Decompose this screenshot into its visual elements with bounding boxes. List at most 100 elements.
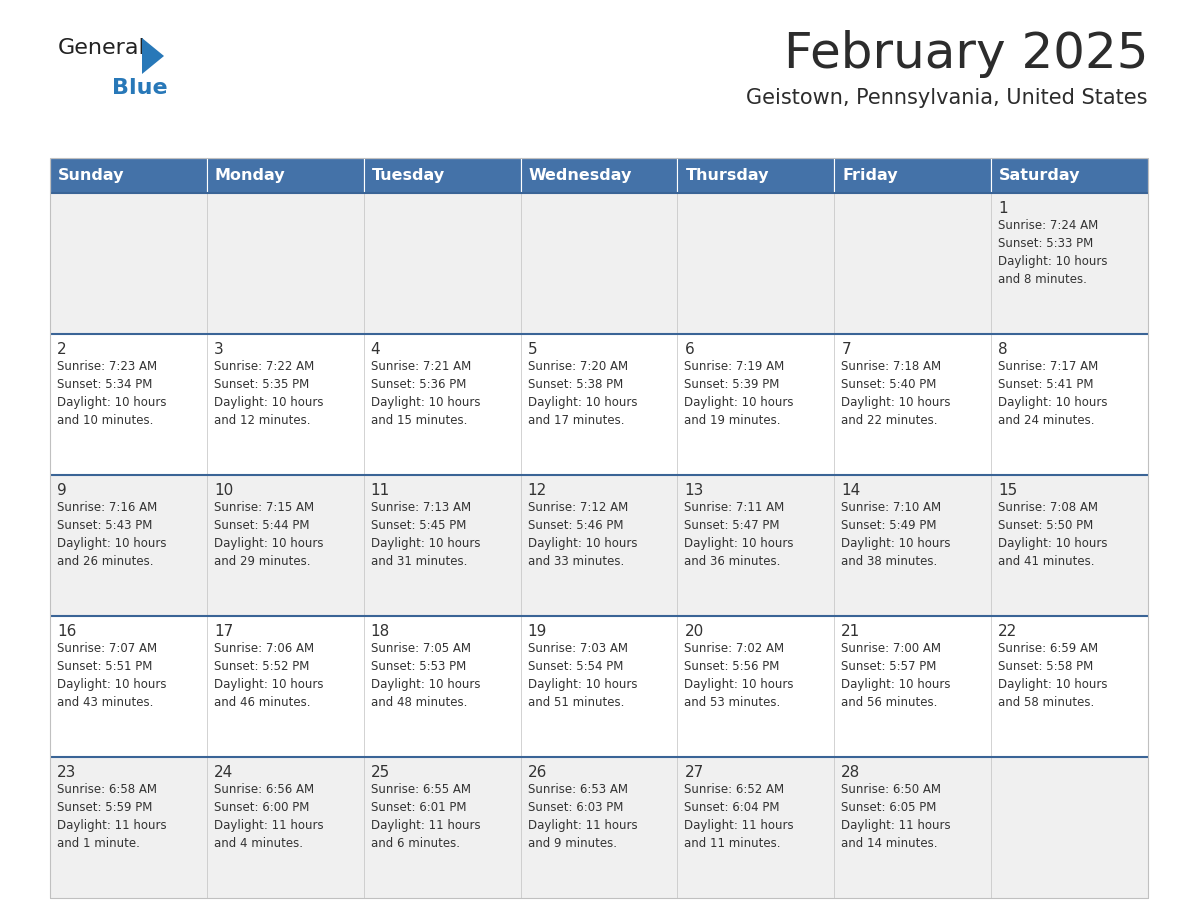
Text: Blue: Blue [112,78,168,98]
Bar [991,158,1148,193]
Text: 19: 19 [527,624,546,639]
Text: 26: 26 [527,765,546,780]
Text: Sunrise: 7:06 AM
Sunset: 5:52 PM
Daylight: 10 hours
and 46 minutes.: Sunrise: 7:06 AM Sunset: 5:52 PM Dayligh… [214,642,323,709]
Text: 2: 2 [57,342,67,357]
Bar [520,193,677,334]
Text: Sunrise: 7:24 AM
Sunset: 5:33 PM
Daylight: 10 hours
and 8 minutes.: Sunrise: 7:24 AM Sunset: 5:33 PM Dayligh… [998,219,1107,286]
Bar [834,193,991,334]
Bar [364,475,520,616]
Bar [50,475,207,616]
Text: Sunrise: 7:20 AM
Sunset: 5:38 PM
Daylight: 10 hours
and 17 minutes.: Sunrise: 7:20 AM Sunset: 5:38 PM Dayligh… [527,360,637,427]
Text: 4: 4 [371,342,380,357]
Text: 28: 28 [841,765,860,780]
Bar [520,158,677,193]
Bar [50,158,1148,898]
Text: Sunrise: 7:21 AM
Sunset: 5:36 PM
Daylight: 10 hours
and 15 minutes.: Sunrise: 7:21 AM Sunset: 5:36 PM Dayligh… [371,360,480,427]
Bar [834,475,991,616]
Text: 27: 27 [684,765,703,780]
Text: Sunrise: 7:13 AM
Sunset: 5:45 PM
Daylight: 10 hours
and 31 minutes.: Sunrise: 7:13 AM Sunset: 5:45 PM Dayligh… [371,501,480,568]
Bar [834,616,991,757]
Bar [50,193,207,334]
Text: 7: 7 [841,342,851,357]
Text: 17: 17 [214,624,233,639]
Bar [991,757,1148,898]
Text: Tuesday: Tuesday [372,168,444,183]
Bar [520,475,677,616]
Bar [520,334,677,475]
Text: 13: 13 [684,483,703,498]
Text: 10: 10 [214,483,233,498]
Bar [991,193,1148,334]
Bar [207,193,364,334]
Text: Sunrise: 7:15 AM
Sunset: 5:44 PM
Daylight: 10 hours
and 29 minutes.: Sunrise: 7:15 AM Sunset: 5:44 PM Dayligh… [214,501,323,568]
Text: Sunrise: 7:05 AM
Sunset: 5:53 PM
Daylight: 10 hours
and 48 minutes.: Sunrise: 7:05 AM Sunset: 5:53 PM Dayligh… [371,642,480,709]
Bar [677,616,834,757]
Text: Sunrise: 6:53 AM
Sunset: 6:03 PM
Daylight: 11 hours
and 9 minutes.: Sunrise: 6:53 AM Sunset: 6:03 PM Dayligh… [527,783,637,850]
Text: 1: 1 [998,201,1007,216]
Bar [364,757,520,898]
Text: Sunrise: 7:00 AM
Sunset: 5:57 PM
Daylight: 10 hours
and 56 minutes.: Sunrise: 7:00 AM Sunset: 5:57 PM Dayligh… [841,642,950,709]
Text: Thursday: Thursday [685,168,769,183]
Text: 14: 14 [841,483,860,498]
Bar [834,158,991,193]
Text: Sunrise: 7:17 AM
Sunset: 5:41 PM
Daylight: 10 hours
and 24 minutes.: Sunrise: 7:17 AM Sunset: 5:41 PM Dayligh… [998,360,1107,427]
Polygon shape [143,38,164,74]
Text: 12: 12 [527,483,546,498]
Text: Sunrise: 7:16 AM
Sunset: 5:43 PM
Daylight: 10 hours
and 26 minutes.: Sunrise: 7:16 AM Sunset: 5:43 PM Dayligh… [57,501,166,568]
Bar [207,158,364,193]
Text: Wednesday: Wednesday [529,168,632,183]
Text: 16: 16 [57,624,76,639]
Text: 21: 21 [841,624,860,639]
Text: 9: 9 [57,483,67,498]
Text: Geistown, Pennsylvania, United States: Geistown, Pennsylvania, United States [746,88,1148,108]
Text: 25: 25 [371,765,390,780]
Bar [50,757,207,898]
Text: Sunrise: 7:19 AM
Sunset: 5:39 PM
Daylight: 10 hours
and 19 minutes.: Sunrise: 7:19 AM Sunset: 5:39 PM Dayligh… [684,360,794,427]
Text: 22: 22 [998,624,1017,639]
Bar [677,158,834,193]
Text: Saturday: Saturday [999,168,1081,183]
Bar [364,334,520,475]
Text: Sunrise: 6:58 AM
Sunset: 5:59 PM
Daylight: 11 hours
and 1 minute.: Sunrise: 6:58 AM Sunset: 5:59 PM Dayligh… [57,783,166,850]
Bar [834,757,991,898]
Bar [364,158,520,193]
Bar [991,334,1148,475]
Text: Sunrise: 6:50 AM
Sunset: 6:05 PM
Daylight: 11 hours
and 14 minutes.: Sunrise: 6:50 AM Sunset: 6:05 PM Dayligh… [841,783,950,850]
Bar [50,158,207,193]
Bar [991,475,1148,616]
Text: 8: 8 [998,342,1007,357]
Text: Sunrise: 7:22 AM
Sunset: 5:35 PM
Daylight: 10 hours
and 12 minutes.: Sunrise: 7:22 AM Sunset: 5:35 PM Dayligh… [214,360,323,427]
Text: Sunrise: 7:02 AM
Sunset: 5:56 PM
Daylight: 10 hours
and 53 minutes.: Sunrise: 7:02 AM Sunset: 5:56 PM Dayligh… [684,642,794,709]
Text: Sunrise: 7:23 AM
Sunset: 5:34 PM
Daylight: 10 hours
and 10 minutes.: Sunrise: 7:23 AM Sunset: 5:34 PM Dayligh… [57,360,166,427]
Text: Sunrise: 6:52 AM
Sunset: 6:04 PM
Daylight: 11 hours
and 11 minutes.: Sunrise: 6:52 AM Sunset: 6:04 PM Dayligh… [684,783,794,850]
Text: 18: 18 [371,624,390,639]
Text: Monday: Monday [215,168,285,183]
Bar [207,475,364,616]
Text: 24: 24 [214,765,233,780]
Bar [50,334,207,475]
Text: Sunrise: 7:12 AM
Sunset: 5:46 PM
Daylight: 10 hours
and 33 minutes.: Sunrise: 7:12 AM Sunset: 5:46 PM Dayligh… [527,501,637,568]
Bar [677,193,834,334]
Text: General: General [58,38,146,58]
Text: Sunrise: 7:03 AM
Sunset: 5:54 PM
Daylight: 10 hours
and 51 minutes.: Sunrise: 7:03 AM Sunset: 5:54 PM Dayligh… [527,642,637,709]
Text: 6: 6 [684,342,694,357]
Text: Sunday: Sunday [58,168,125,183]
Bar [520,616,677,757]
Text: February 2025: February 2025 [784,30,1148,78]
Text: Sunrise: 7:11 AM
Sunset: 5:47 PM
Daylight: 10 hours
and 36 minutes.: Sunrise: 7:11 AM Sunset: 5:47 PM Dayligh… [684,501,794,568]
Bar [50,616,207,757]
Bar [991,616,1148,757]
Text: Sunrise: 7:10 AM
Sunset: 5:49 PM
Daylight: 10 hours
and 38 minutes.: Sunrise: 7:10 AM Sunset: 5:49 PM Dayligh… [841,501,950,568]
Bar [207,616,364,757]
Text: 3: 3 [214,342,223,357]
Bar [677,334,834,475]
Text: 11: 11 [371,483,390,498]
Bar [677,757,834,898]
Bar [364,193,520,334]
Text: 5: 5 [527,342,537,357]
Text: 15: 15 [998,483,1017,498]
Text: Sunrise: 6:56 AM
Sunset: 6:00 PM
Daylight: 11 hours
and 4 minutes.: Sunrise: 6:56 AM Sunset: 6:00 PM Dayligh… [214,783,323,850]
Text: 23: 23 [57,765,76,780]
Bar [677,475,834,616]
Bar [207,334,364,475]
